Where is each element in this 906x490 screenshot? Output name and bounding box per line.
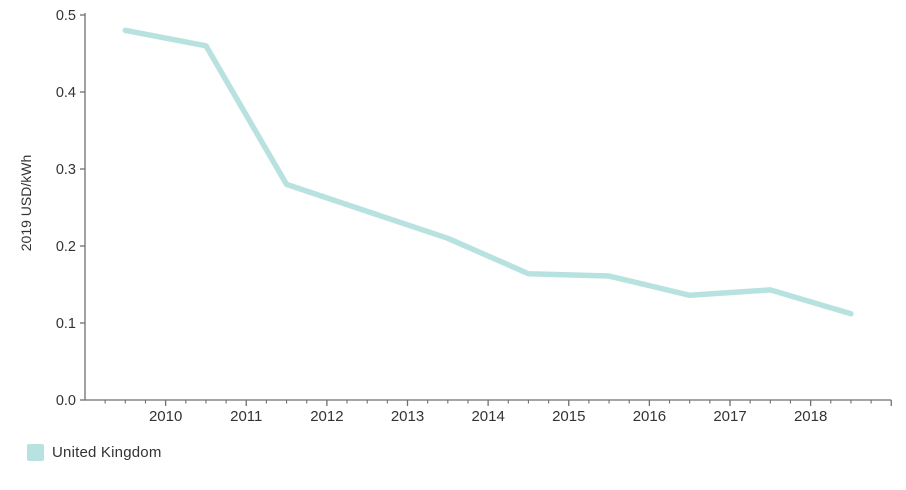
x-axis-tick-label: 2013 — [391, 408, 424, 425]
x-axis-tick-label: 2010 — [149, 408, 182, 425]
y-axis-tick-label: 0.3 — [56, 162, 76, 178]
legend: United Kingdom — [27, 444, 162, 461]
line-chart-plot-area: 0.0 0.1 0.2 0.3 0.4 0.5 2010 2011 2012 2013 2014 20… — [18, 8, 892, 425]
legend-label-united-kingdom: United Kingdom — [52, 444, 162, 461]
y-axis-tick-label: 0.0 — [56, 393, 76, 409]
axes-lines — [84, 13, 892, 401]
y-axis-tick-label: 0.2 — [56, 239, 76, 255]
y-axis-tick-label: 0.5 — [56, 8, 76, 24]
legend-swatch-united-kingdom — [27, 444, 44, 461]
y-axis-tick-label: 0.4 — [56, 85, 76, 101]
x-axis-tick-label: 2011 — [230, 408, 262, 425]
series-line-united-kingdom — [122, 27, 854, 317]
y-axis-title: 2019 USD/kWh — [18, 155, 34, 251]
y-axis-tick-label: 0.1 — [56, 316, 76, 332]
x-axis-tick-label: 2016 — [633, 408, 666, 425]
x-axis-tick-label: 2015 — [552, 408, 585, 425]
x-axis-tick-label: 2018 — [794, 408, 827, 425]
x-axis-tick-label: 2012 — [310, 408, 343, 425]
x-axis-tick-label: 2014 — [471, 408, 504, 425]
x-axis-tick-label: 2017 — [713, 408, 746, 425]
